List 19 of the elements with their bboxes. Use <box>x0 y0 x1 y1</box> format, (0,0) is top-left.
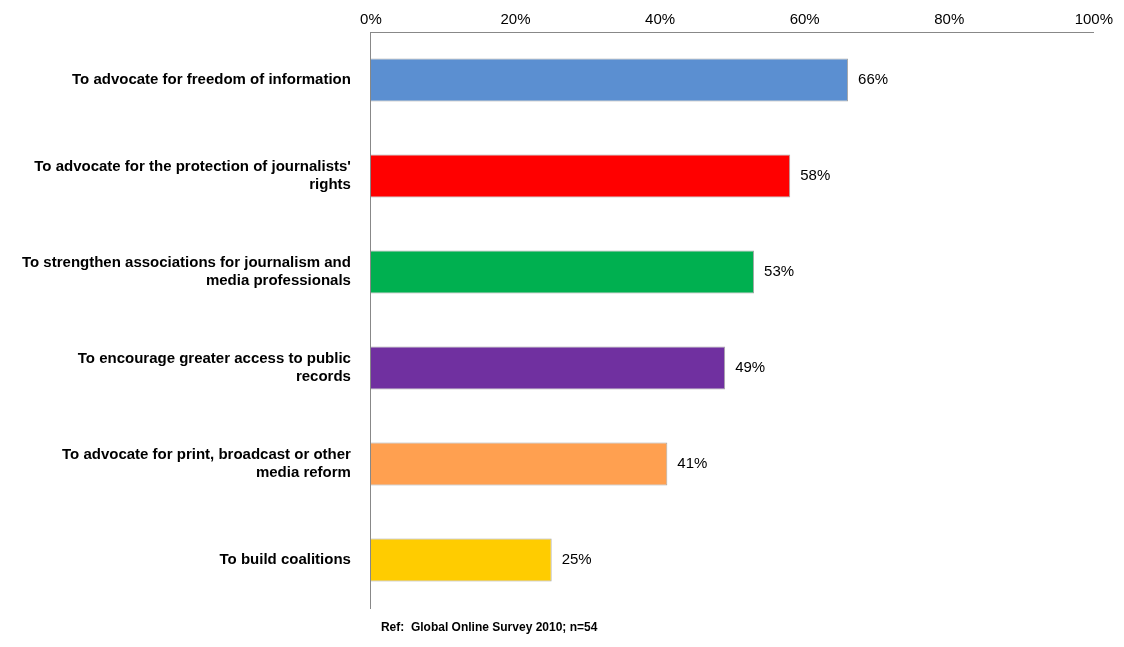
y-tick-label: To encourage greater access to public records <box>77 349 351 385</box>
x-tick-label: 20% <box>500 10 531 28</box>
y-tick-label: To strengthen associations for journalism and media professionals <box>21 253 351 289</box>
x-tick-label: 40% <box>645 10 676 28</box>
data-label: 58% <box>800 166 831 184</box>
data-label: 49% <box>735 358 766 376</box>
x-tick-label: 0% <box>360 10 382 28</box>
y-tick-label: To advocate for freedom of information <box>72 70 351 88</box>
data-label: 53% <box>764 262 795 280</box>
data-label: 25% <box>561 550 592 568</box>
data-label: 41% <box>677 454 708 472</box>
y-tick-label: To advocate for the protection of journalists' rights <box>34 157 351 193</box>
y-tick-label: To build coalitions <box>219 550 351 568</box>
x-tick-label: 100% <box>1074 10 1114 28</box>
text: Ref: Global Online Survey 2010; n=54 <box>380 620 598 635</box>
x-tick-label: 80% <box>934 10 965 28</box>
x-tick-label: 60% <box>789 10 820 28</box>
y-tick-label: To advocate for print, broadcast or other media reform <box>62 445 352 481</box>
data-label: 66% <box>858 70 889 88</box>
